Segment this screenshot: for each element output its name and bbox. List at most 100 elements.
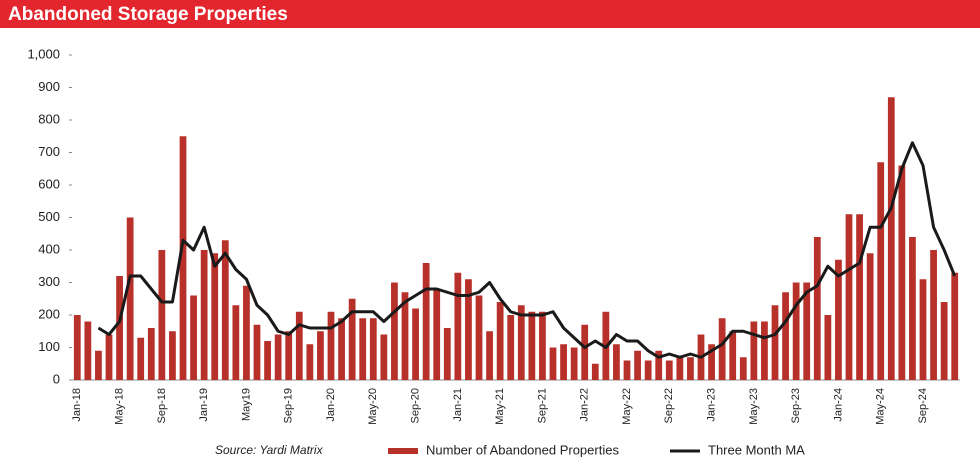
bar [221, 240, 229, 380]
bar [549, 347, 557, 380]
bar [845, 214, 853, 380]
x-tick-label: Jan-20 [325, 388, 337, 422]
bar [951, 272, 959, 380]
bar [655, 350, 663, 380]
bar [813, 237, 821, 380]
legend-label: Three Month MA [708, 442, 805, 457]
bar [771, 305, 779, 380]
bar [211, 253, 219, 380]
bar [200, 250, 208, 380]
bar [570, 347, 578, 380]
y-tick-label: 800 [38, 111, 60, 126]
bar [475, 295, 483, 380]
bar [486, 331, 493, 380]
bar [496, 302, 504, 380]
x-tick-label: Sep-21 [536, 388, 548, 423]
bar [824, 315, 832, 380]
chart-title: Abandoned Storage Properties [8, 4, 288, 25]
x-tick-label: Jan-24 [832, 388, 844, 422]
bar [433, 289, 441, 380]
bar [190, 295, 197, 380]
y-tick-label: 600 [38, 176, 60, 191]
bar [718, 318, 726, 380]
ma-line [97, 141, 957, 359]
y-tick-label: 500 [38, 209, 60, 224]
bar [73, 315, 81, 380]
bar [919, 279, 927, 380]
bar [940, 302, 948, 380]
bar [581, 324, 589, 380]
bar [866, 253, 874, 380]
bar [95, 350, 102, 380]
bar [644, 360, 652, 380]
y-tick-label: 0 [53, 371, 60, 386]
bar [877, 162, 885, 380]
x-tick-label: Sep-20 [409, 388, 421, 423]
bar [835, 259, 842, 380]
bar [369, 318, 377, 380]
bar [126, 217, 134, 380]
bar [147, 328, 155, 380]
bar [930, 250, 937, 380]
y-tick-label: 200 [38, 306, 60, 321]
bar [909, 237, 916, 380]
bar [634, 350, 641, 380]
bar [454, 272, 462, 380]
x-tick-label: Sep-18 [156, 388, 168, 423]
bar [348, 298, 356, 380]
bar [264, 341, 271, 380]
bar [782, 292, 789, 380]
bar [274, 334, 282, 380]
x-tick-label: Sep-22 [663, 388, 675, 423]
bar [676, 357, 684, 380]
bar [158, 250, 166, 380]
bar [306, 344, 314, 380]
bar [761, 321, 768, 380]
bar [169, 331, 176, 380]
bar [792, 282, 800, 380]
bar [422, 263, 430, 380]
bar [105, 334, 113, 380]
bar [560, 344, 567, 380]
bar [232, 305, 240, 380]
legend-swatch [388, 448, 418, 454]
bar [137, 337, 145, 380]
bar [359, 318, 367, 380]
bar [380, 334, 388, 380]
x-tick-label: Jan-18 [71, 388, 83, 422]
legend-label: Number of Abandoned Properties [426, 442, 619, 457]
bar [84, 321, 92, 380]
bar [623, 360, 631, 380]
bar [253, 324, 261, 380]
x-tick-label: Sep-19 [283, 388, 295, 423]
y-tick-label: 100 [38, 339, 60, 354]
bar [465, 279, 472, 380]
bar [729, 331, 737, 380]
x-tick-label: May-21 [494, 388, 506, 425]
bar [803, 282, 811, 380]
x-tick-label: May-24 [875, 388, 887, 425]
x-tick-label: May19 [240, 388, 252, 421]
bar [898, 165, 906, 380]
bar [613, 344, 620, 380]
bar [528, 311, 536, 380]
bar [179, 136, 187, 380]
bar [665, 360, 673, 380]
x-tick-label: Jan-19 [198, 388, 210, 422]
source: Source: Yardi Matrix [215, 443, 324, 457]
x-tick-label: Sep-23 [790, 388, 802, 423]
bar [539, 311, 546, 380]
x-tick-label: May-20 [367, 388, 379, 425]
bar [317, 331, 324, 380]
bar [739, 357, 747, 380]
x-tick-label: May-18 [113, 388, 125, 425]
x-tick-label: Jan-21 [452, 388, 464, 422]
y-tick-label: 300 [38, 274, 60, 289]
y-tick-label: 700 [38, 144, 60, 159]
bar [591, 363, 599, 380]
x-tick-label: Jan-22 [579, 388, 591, 422]
title-bar [0, 0, 980, 28]
x-tick-label: Sep-24 [917, 388, 929, 423]
bar [687, 357, 694, 380]
